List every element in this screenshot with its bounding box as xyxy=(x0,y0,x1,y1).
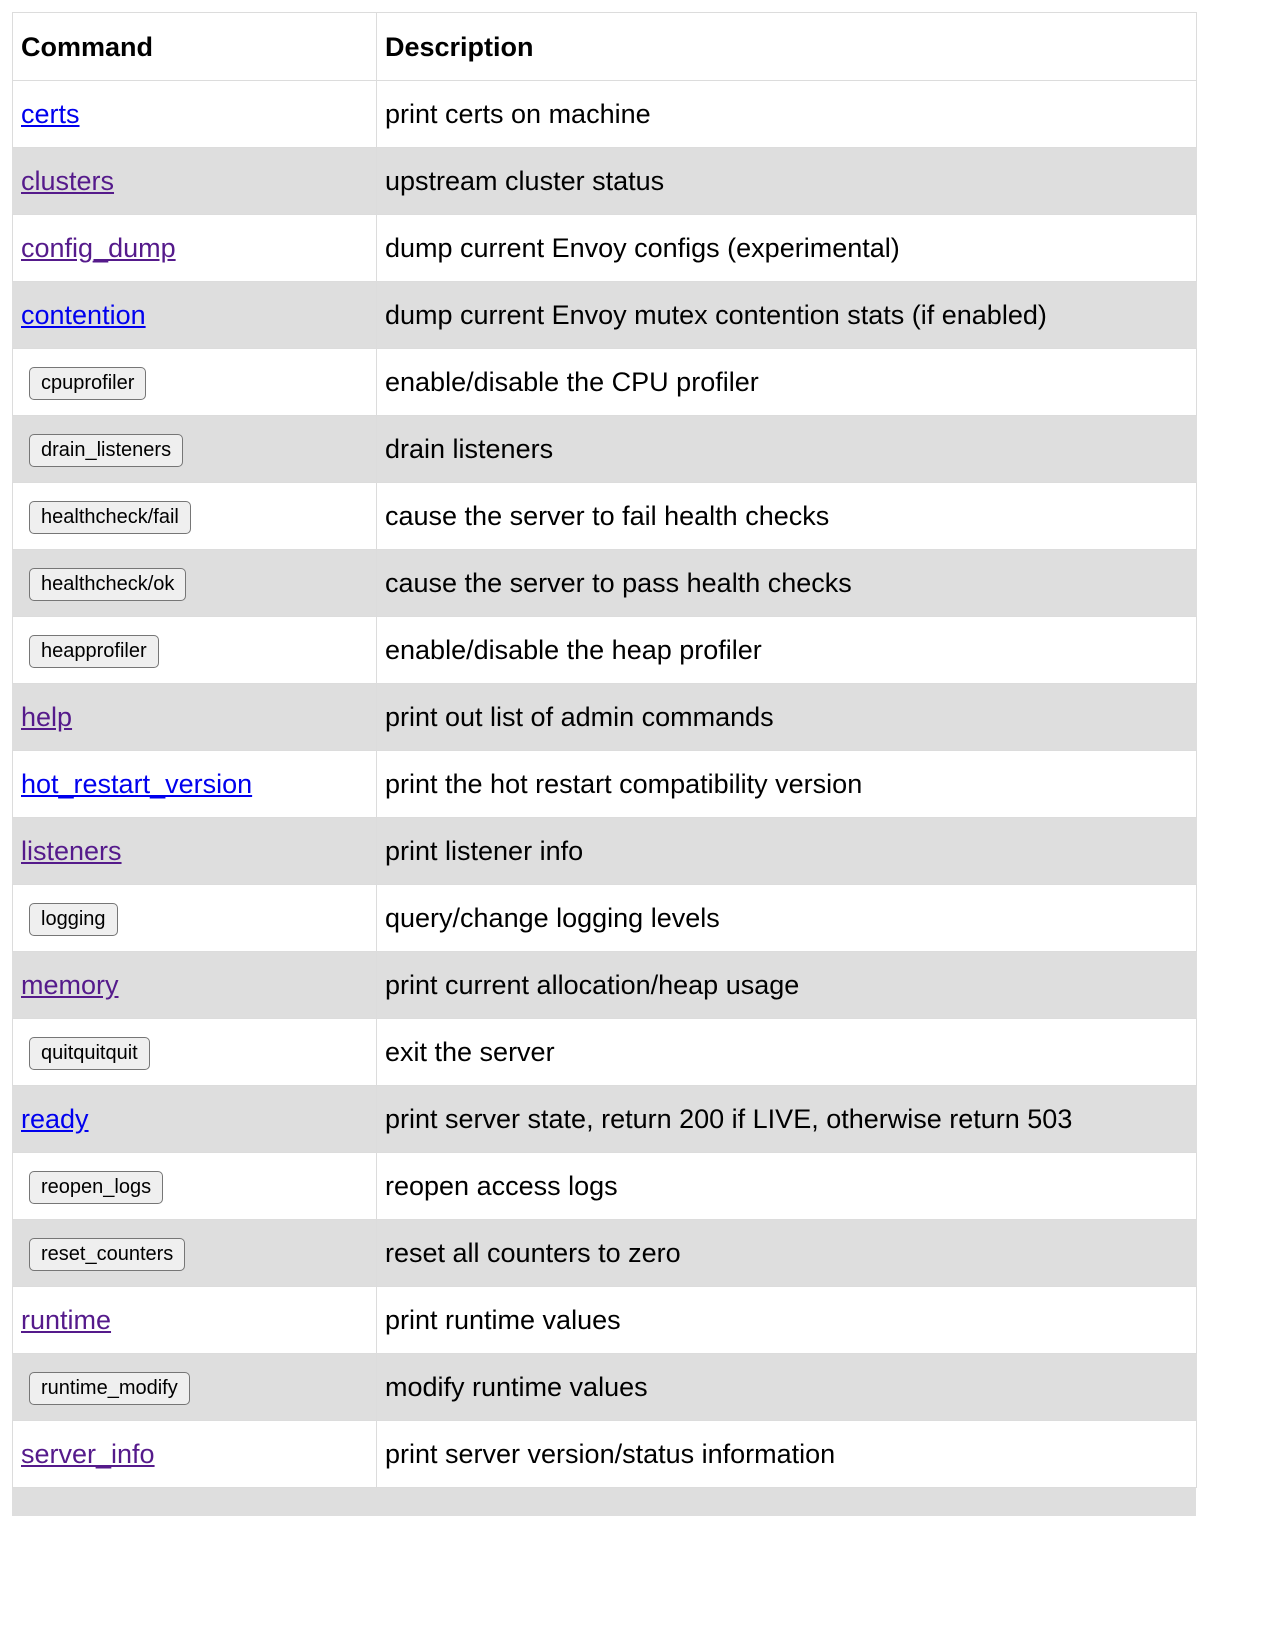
table-row: memory print current allocation/heap usag… xyxy=(12,951,1197,1019)
command-link-ready[interactable]: ready xyxy=(21,1104,89,1134)
table-row: reopen_logs reopen access logs xyxy=(12,1152,1197,1220)
command-link-contention[interactable]: contention xyxy=(21,300,146,330)
command-button-reopen-logs[interactable]: reopen_logs xyxy=(29,1170,164,1204)
command-button-logging[interactable]: logging xyxy=(29,902,118,936)
command-link-clusters[interactable]: clusters xyxy=(21,166,115,196)
description-cell: reopen access logs xyxy=(376,1152,1197,1220)
description-cell: print certs on machine xyxy=(376,80,1197,148)
command-link-runtime[interactable]: runtime xyxy=(21,1305,112,1335)
description-cell: reset all counters to zero xyxy=(376,1219,1197,1287)
admin-commands-container: Command Description certs print certs on … xyxy=(12,12,1197,1488)
table-row: ready print server state, return 200 if L… xyxy=(12,1085,1197,1153)
table-row: server_info print server version/status i… xyxy=(12,1420,1197,1488)
description-cell: print listener info xyxy=(376,817,1197,885)
command-cell: memory xyxy=(12,951,377,1019)
table-row: certs print certs on machine xyxy=(12,80,1197,148)
command-cell: healthcheck/fail xyxy=(12,482,377,550)
table-body: certs print certs on machine clusters upstr… xyxy=(12,80,1197,1488)
table-row: drain_listeners drain listeners xyxy=(12,415,1197,483)
command-button-cpuprofiler[interactable]: cpuprofiler xyxy=(29,366,147,400)
table-header-row: Command Description xyxy=(12,12,1197,81)
command-cell: cpuprofiler xyxy=(12,348,377,416)
command-cell: runtime_modify xyxy=(12,1353,377,1421)
table-row: help print out list of admin commands xyxy=(12,683,1197,751)
table-row: clusters upstream cluster status xyxy=(12,147,1197,215)
command-link-certs[interactable]: certs xyxy=(21,99,80,129)
description-cell: print server version/status information xyxy=(376,1420,1197,1488)
command-cell: drain_listeners xyxy=(12,415,377,483)
table-row: contention dump current Envoy mutex conte… xyxy=(12,281,1197,349)
table-row: heapprofiler enable/disable the heap prof… xyxy=(12,616,1197,684)
table-header: Command Description xyxy=(12,12,1197,81)
command-button-reset-counters[interactable]: reset_counters xyxy=(29,1237,186,1271)
command-link-server-info[interactable]: server_info xyxy=(21,1439,155,1469)
description-cell: print runtime values xyxy=(376,1286,1197,1354)
command-cell: heapprofiler xyxy=(12,616,377,684)
table-row: runtime print runtime values xyxy=(12,1286,1197,1354)
command-button-runtime-modify[interactable]: runtime_modify xyxy=(29,1371,190,1405)
description-cell: dump current Envoy mutex contention stat… xyxy=(376,281,1197,349)
command-cell: logging xyxy=(12,884,377,952)
table-row-partial xyxy=(12,1488,1196,1516)
command-cell: listeners xyxy=(12,817,377,885)
description-cell: exit the server xyxy=(376,1018,1197,1086)
description-cell: print server state, return 200 if LIVE, … xyxy=(376,1085,1197,1153)
admin-commands-table: Command Description certs print certs on … xyxy=(12,12,1197,1488)
command-link-config-dump[interactable]: config_dump xyxy=(21,233,176,263)
description-cell: print out list of admin commands xyxy=(376,683,1197,751)
command-button-drain-listeners[interactable]: drain_listeners xyxy=(29,433,184,467)
table-row: healthcheck/ok cause the server to pass h… xyxy=(12,549,1197,617)
command-cell: reset_counters xyxy=(12,1219,377,1287)
column-header-description: Description xyxy=(376,12,1197,81)
command-button-healthcheck-ok[interactable]: healthcheck/ok xyxy=(29,567,187,601)
command-cell: runtime xyxy=(12,1286,377,1354)
table-row: cpuprofiler enable/disable the CPU profil… xyxy=(12,348,1197,416)
table-row: quitquitquit exit the server xyxy=(12,1018,1197,1086)
table-row: config_dump dump current Envoy configs (e… xyxy=(12,214,1197,282)
table-row: hot_restart_version print the hot restart… xyxy=(12,750,1197,818)
command-cell: config_dump xyxy=(12,214,377,282)
description-cell: enable/disable the CPU profiler xyxy=(376,348,1197,416)
table-row: runtime_modify modify runtime values xyxy=(12,1353,1197,1421)
command-cell: contention xyxy=(12,281,377,349)
description-cell: print the hot restart compatibility vers… xyxy=(376,750,1197,818)
command-cell: clusters xyxy=(12,147,377,215)
command-cell: help xyxy=(12,683,377,751)
command-button-heapprofiler[interactable]: heapprofiler xyxy=(29,634,159,668)
command-cell: server_info xyxy=(12,1420,377,1488)
command-cell: quitquitquit xyxy=(12,1018,377,1086)
description-cell: modify runtime values xyxy=(376,1353,1197,1421)
command-link-listeners[interactable]: listeners xyxy=(21,836,122,866)
column-header-command: Command xyxy=(12,12,377,81)
command-cell: ready xyxy=(12,1085,377,1153)
command-cell: healthcheck/ok xyxy=(12,549,377,617)
command-link-memory[interactable]: memory xyxy=(21,970,119,1000)
description-cell: cause the server to pass health checks xyxy=(376,549,1197,617)
table-row: healthcheck/fail cause the server to fail… xyxy=(12,482,1197,550)
table-row: logging query/change logging levels xyxy=(12,884,1197,952)
description-cell: upstream cluster status xyxy=(376,147,1197,215)
description-cell: dump current Envoy configs (experimental… xyxy=(376,214,1197,282)
command-cell: reopen_logs xyxy=(12,1152,377,1220)
table-row: listeners print listener info xyxy=(12,817,1197,885)
command-cell: hot_restart_version xyxy=(12,750,377,818)
command-link-hot-restart-version[interactable]: hot_restart_version xyxy=(21,769,253,799)
command-cell: certs xyxy=(12,80,377,148)
table-row: reset_counters reset all counters to zero xyxy=(12,1219,1197,1287)
command-button-quitquitquit[interactable]: quitquitquit xyxy=(29,1036,150,1070)
description-cell: query/change logging levels xyxy=(376,884,1197,952)
command-link-help[interactable]: help xyxy=(21,702,73,732)
command-button-healthcheck-fail[interactable]: healthcheck/fail xyxy=(29,500,191,534)
description-cell: enable/disable the heap profiler xyxy=(376,616,1197,684)
description-cell: cause the server to fail health checks xyxy=(376,482,1197,550)
description-cell: drain listeners xyxy=(376,415,1197,483)
description-cell: print current allocation/heap usage xyxy=(376,951,1197,1019)
